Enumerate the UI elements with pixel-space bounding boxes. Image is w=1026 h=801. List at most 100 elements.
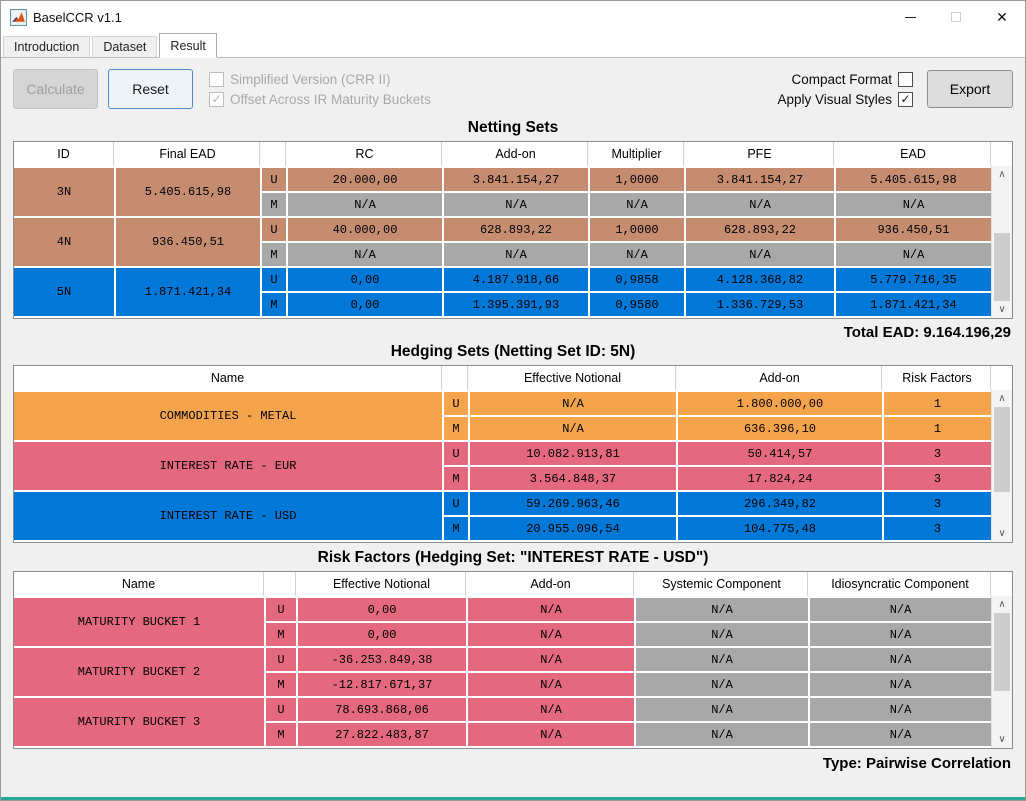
netting-cell[interactable]: N/A bbox=[836, 243, 991, 266]
netting-cell[interactable]: 4.128.368,82 bbox=[686, 268, 834, 291]
netting-cell[interactable]: 1.871.421,34 bbox=[836, 293, 991, 316]
netting-final-ead-cell[interactable]: 936.450,51 bbox=[116, 218, 260, 266]
risk-cell[interactable]: N/A bbox=[810, 623, 991, 646]
hedging-cell[interactable]: 10.082.913,81 bbox=[470, 442, 676, 465]
hedging-cell[interactable]: N/A bbox=[470, 392, 676, 415]
hedging-cell[interactable]: N/A bbox=[470, 417, 676, 440]
scrollbar-track[interactable] bbox=[992, 183, 1012, 301]
um-label-cell[interactable]: U bbox=[262, 218, 286, 241]
tab-result[interactable]: Result bbox=[159, 33, 217, 58]
netting-cell[interactable]: 1.336.729,53 bbox=[686, 293, 834, 316]
scroll-up-icon[interactable]: ∧ bbox=[998, 599, 1006, 610]
um-label-cell[interactable]: M bbox=[262, 243, 286, 266]
netting-cell[interactable]: 1,0000 bbox=[590, 218, 684, 241]
netting-cell[interactable]: 5.779.716,35 bbox=[836, 268, 991, 291]
scrollbar-track[interactable] bbox=[992, 613, 1012, 731]
netting-cell[interactable]: N/A bbox=[444, 243, 588, 266]
risk-cell[interactable]: N/A bbox=[468, 598, 634, 621]
netting-cell[interactable]: 3.841.154,27 bbox=[686, 168, 834, 191]
um-label-cell[interactable]: U bbox=[444, 492, 468, 515]
risk-cell[interactable]: N/A bbox=[636, 673, 808, 696]
risk-cell[interactable]: 0,00 bbox=[298, 623, 466, 646]
hedging-vertical-scrollbar[interactable]: ∧ ∨ bbox=[991, 390, 1012, 542]
um-label-cell[interactable]: U bbox=[266, 648, 296, 671]
netting-cell[interactable]: 4.187.918,66 bbox=[444, 268, 588, 291]
netting-cell[interactable]: 628.893,22 bbox=[444, 218, 588, 241]
risk-cell[interactable]: N/A bbox=[810, 648, 991, 671]
risk-row-name[interactable]: MATURITY BUCKET 1 bbox=[14, 598, 264, 646]
risk-cell[interactable]: N/A bbox=[468, 723, 634, 746]
um-label-cell[interactable]: M bbox=[262, 293, 286, 316]
compact-format-checkbox[interactable] bbox=[898, 71, 913, 87]
netting-cell[interactable]: N/A bbox=[686, 243, 834, 266]
hedging-cell[interactable]: 3 bbox=[884, 492, 991, 515]
hedging-row-name[interactable]: INTEREST RATE - EUR bbox=[14, 442, 442, 490]
risk-cell[interactable]: N/A bbox=[810, 673, 991, 696]
netting-cell[interactable]: 0,9580 bbox=[590, 293, 684, 316]
risk-vertical-scrollbar[interactable]: ∧ ∨ bbox=[991, 596, 1012, 748]
um-label-cell[interactable]: U bbox=[266, 598, 296, 621]
minimize-button[interactable] bbox=[887, 1, 933, 33]
hedging-cell[interactable]: 3 bbox=[884, 442, 991, 465]
netting-cell[interactable]: N/A bbox=[288, 243, 442, 266]
um-label-cell[interactable]: M bbox=[266, 673, 296, 696]
risk-cell[interactable]: N/A bbox=[636, 698, 808, 721]
hedging-cell[interactable]: 3 bbox=[884, 517, 991, 540]
netting-final-ead-cell[interactable]: 5.405.615,98 bbox=[116, 168, 260, 216]
risk-cell[interactable]: N/A bbox=[810, 698, 991, 721]
hedging-cell[interactable]: 17.824,24 bbox=[678, 467, 882, 490]
risk-cell[interactable]: N/A bbox=[636, 598, 808, 621]
risk-cell[interactable]: -36.253.849,38 bbox=[298, 648, 466, 671]
scroll-up-icon[interactable]: ∧ bbox=[998, 169, 1006, 180]
tab-dataset[interactable]: Dataset bbox=[92, 36, 158, 57]
hedging-cell[interactable]: 59.269.963,46 bbox=[470, 492, 676, 515]
um-label-cell[interactable]: M bbox=[444, 417, 468, 440]
close-button[interactable]: ✕ bbox=[979, 1, 1025, 33]
um-label-cell[interactable]: M bbox=[444, 467, 468, 490]
risk-cell[interactable]: N/A bbox=[810, 723, 991, 746]
netting-vertical-scrollbar[interactable]: ∧ ∨ bbox=[991, 166, 1012, 318]
hedging-cell[interactable]: 50.414,57 bbox=[678, 442, 882, 465]
risk-row-name[interactable]: MATURITY BUCKET 2 bbox=[14, 648, 264, 696]
netting-cell[interactable]: 936.450,51 bbox=[836, 218, 991, 241]
um-label-cell[interactable]: U bbox=[262, 268, 286, 291]
risk-cell[interactable]: N/A bbox=[636, 648, 808, 671]
netting-cell[interactable]: 0,00 bbox=[288, 293, 442, 316]
netting-cell[interactable]: 1,0000 bbox=[590, 168, 684, 191]
um-label-cell[interactable]: M bbox=[262, 193, 286, 216]
scroll-down-icon[interactable]: ∨ bbox=[998, 304, 1006, 315]
netting-cell[interactable]: 5.405.615,98 bbox=[836, 168, 991, 191]
risk-cell[interactable]: -12.817.671,37 bbox=[298, 673, 466, 696]
hedging-row-name[interactable]: COMMODITIES - METAL bbox=[14, 392, 442, 440]
netting-row-id[interactable]: 3N bbox=[14, 168, 114, 216]
netting-cell[interactable]: 20.000,00 bbox=[288, 168, 442, 191]
netting-cell[interactable]: 1.395.391,93 bbox=[444, 293, 588, 316]
netting-cell[interactable]: N/A bbox=[590, 193, 684, 216]
risk-cell[interactable]: N/A bbox=[468, 698, 634, 721]
scroll-up-icon[interactable]: ∧ bbox=[998, 393, 1006, 404]
risk-cell[interactable]: N/A bbox=[810, 598, 991, 621]
um-label-cell[interactable]: U bbox=[266, 698, 296, 721]
risk-cell[interactable]: 78.693.868,06 bbox=[298, 698, 466, 721]
scrollbar-thumb[interactable] bbox=[994, 232, 1010, 301]
um-label-cell[interactable]: M bbox=[266, 623, 296, 646]
netting-cell[interactable]: N/A bbox=[288, 193, 442, 216]
risk-cell[interactable]: N/A bbox=[468, 648, 634, 671]
scrollbar-track[interactable] bbox=[992, 407, 1012, 525]
hedging-cell[interactable]: 20.955.096,54 bbox=[470, 517, 676, 540]
netting-cell[interactable]: N/A bbox=[444, 193, 588, 216]
netting-cell[interactable]: N/A bbox=[836, 193, 991, 216]
hedging-cell[interactable]: 636.396,10 bbox=[678, 417, 882, 440]
netting-cell[interactable]: 3.841.154,27 bbox=[444, 168, 588, 191]
netting-cell[interactable]: N/A bbox=[686, 193, 834, 216]
scroll-down-icon[interactable]: ∨ bbox=[998, 734, 1006, 745]
risk-cell[interactable]: N/A bbox=[468, 623, 634, 646]
tab-introduction[interactable]: Introduction bbox=[3, 36, 91, 57]
visual-styles-checkbox[interactable]: ✓ bbox=[898, 91, 913, 107]
hedging-cell[interactable]: 104.775,48 bbox=[678, 517, 882, 540]
hedging-cell[interactable]: 1 bbox=[884, 417, 991, 440]
um-label-cell[interactable]: U bbox=[262, 168, 286, 191]
hedging-cell[interactable]: 1 bbox=[884, 392, 991, 415]
netting-cell[interactable]: N/A bbox=[590, 243, 684, 266]
um-label-cell[interactable]: U bbox=[444, 442, 468, 465]
